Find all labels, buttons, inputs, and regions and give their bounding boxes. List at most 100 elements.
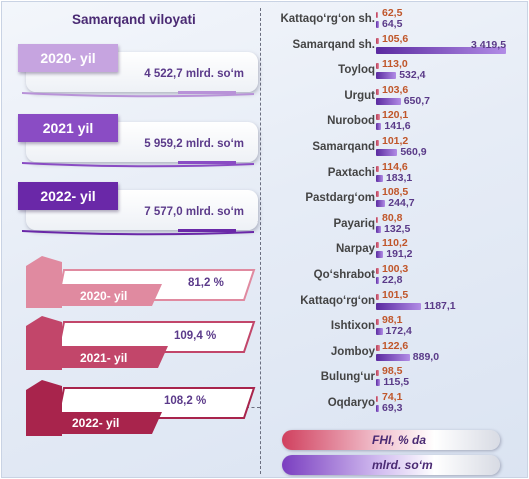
district-label: Pastdarg‘om (305, 192, 375, 205)
growth-card-year: 2022- yil (72, 416, 120, 430)
value-label-volume: 141,6 (384, 120, 411, 133)
bar-volume (376, 277, 379, 284)
district-label: Oqdaryo (327, 397, 375, 409)
growth-card-2020: 2020- yil 81,2 % (22, 252, 258, 314)
bar-fhi (376, 140, 380, 146)
legend-swatch-vol (282, 455, 500, 475)
bar-volume (376, 21, 379, 28)
volume-card-swoosh (22, 91, 254, 98)
bar-volume (376, 379, 381, 387)
value-label-fhi: 105,6 (382, 32, 409, 45)
district-bar-chart: Kattaqo‘rg‘on sh. 62,5 64,5 Samarqand sh. 10… (261, 2, 527, 422)
value-label-volume: 64,5 (382, 18, 403, 30)
bar-fhi (376, 63, 380, 70)
value-label-volume: 560,9 (400, 146, 427, 158)
horizontal-divider-short (246, 407, 260, 408)
bar-fhi (376, 114, 380, 121)
growth-card-shape (26, 256, 256, 308)
vertical-divider (260, 8, 261, 474)
district-label: Samarqand sh. (292, 38, 375, 51)
bar-volume (376, 353, 410, 361)
bar-volume (376, 225, 382, 233)
value-label-fhi: 113,0 (382, 58, 408, 71)
bar-volume (376, 97, 401, 105)
bar-volume (376, 46, 506, 54)
value-label-volume: 115,5 (383, 376, 410, 389)
growth-card-year: 2020- yil (80, 289, 128, 303)
value-label-volume: 22,8 (382, 274, 403, 286)
bar-volume (376, 302, 422, 310)
value-label-fhi: 122,6 (382, 339, 409, 352)
volume-card-amount: 7 577,0 mlrd. so‘m (144, 206, 244, 218)
district-label: Kattaqo‘rg‘on sh. (280, 13, 375, 25)
bar-fhi (376, 242, 380, 249)
volume-card-2021: 2021 yil 5 959,2 mlrd. so‘m (18, 114, 258, 170)
value-label-volume: 3 419,5 (471, 38, 507, 51)
value-label-volume: 889,0 (412, 350, 440, 363)
district-label: Urgut (344, 89, 375, 102)
legend-label-pct: FHI, % da (372, 433, 427, 447)
value-label-volume: 532,4 (399, 69, 426, 82)
growth-card-shape (26, 316, 256, 370)
bar-fhi (376, 370, 379, 377)
district-label: Nurobod (327, 115, 375, 128)
value-label-fhi: 98,1 (382, 314, 403, 327)
volume-card-swoosh (22, 161, 254, 168)
value-label-volume: 1187,1 (424, 299, 456, 312)
region-title: Samarqand viloyati (72, 12, 196, 27)
legend-label-vol: mlrd. so‘m (372, 458, 433, 472)
value-label-fhi: 74,1 (382, 391, 403, 403)
value-label-volume: 244,7 (388, 197, 415, 210)
bar-fhi (376, 293, 380, 300)
value-label-fhi: 98,5 (382, 365, 403, 378)
bar-fhi (376, 396, 379, 402)
bar-fhi (376, 268, 379, 274)
value-label-fhi: 100,3 (382, 263, 409, 275)
value-label-fhi: 110,2 (382, 237, 408, 250)
legend-item-pct: FHI, % da (282, 430, 500, 450)
value-label-fhi: 114,6 (382, 160, 408, 173)
growth-card-year: 2021- yil (80, 351, 128, 365)
growth-card-shape (26, 380, 256, 436)
volume-card-2020: 2020- yil 4 522,7 mlrd. so‘m (18, 44, 258, 100)
bar-fhi (376, 37, 380, 44)
bar-fhi (376, 88, 380, 95)
district-label: Toyloq (338, 64, 375, 77)
bar-volume (376, 200, 386, 208)
district-label: Samarqand (312, 141, 375, 153)
bar-volume (376, 149, 398, 156)
volume-card-amount: 4 522,7 mlrd. so‘m (144, 68, 244, 80)
value-label-fhi: 108,5 (382, 186, 409, 199)
district-label: Payariq (333, 217, 375, 230)
bar-volume (376, 328, 383, 336)
volume-card-2022: 2022- yil 7 577,0 mlrd. so‘m (18, 182, 258, 238)
value-label-volume: 183,1 (385, 171, 413, 184)
bar-volume (376, 174, 383, 182)
bar-volume (376, 405, 379, 412)
value-label-fhi: 103,6 (382, 83, 409, 96)
growth-card-value: 81,2 % (188, 277, 224, 289)
growth-card-value: 109,4 % (174, 330, 217, 342)
bar-volume (376, 123, 382, 131)
value-label-volume: 69,3 (382, 402, 403, 414)
volume-card-year: 2022- yil (18, 182, 118, 210)
district-label: Qo‘shrabot (313, 269, 375, 281)
value-label-fhi: 62,5 (382, 7, 403, 19)
district-label: Jomboy (330, 345, 375, 358)
volume-card-year: 2020- yil (18, 44, 118, 72)
value-label-fhi: 80,8 (382, 211, 403, 224)
bar-fhi (376, 344, 380, 351)
bar-volume (376, 251, 384, 259)
value-label-volume: 172,4 (385, 325, 412, 338)
value-label-fhi: 120,1 (382, 109, 409, 122)
district-label: Bulung‘ur (320, 371, 375, 384)
volume-card-swoosh (22, 229, 254, 236)
value-label-volume: 132,5 (384, 222, 411, 235)
bar-fhi (376, 319, 379, 326)
district-label: Ishtixon (330, 320, 375, 333)
value-label-fhi: 101,5 (382, 288, 409, 301)
bar-fhi (376, 12, 378, 18)
value-label-volume: 650,7 (403, 94, 430, 107)
district-label: Kattaqo‘rg‘on (300, 294, 375, 307)
